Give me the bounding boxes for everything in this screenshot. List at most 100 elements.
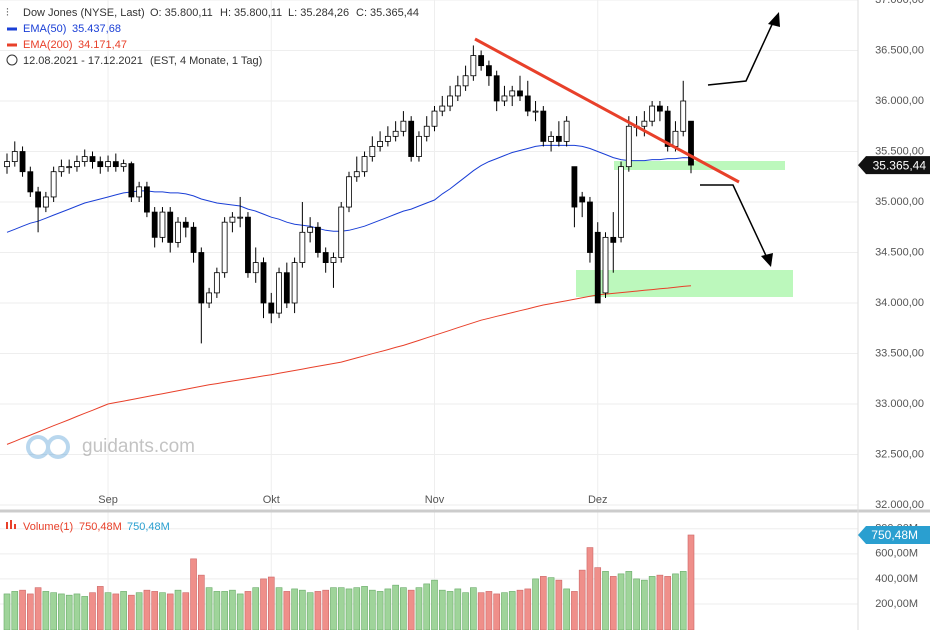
arrow-down — [700, 184, 769, 261]
volume-bar — [275, 587, 283, 630]
volume-bar — [532, 578, 539, 630]
volume-bar — [229, 589, 236, 630]
candle-body — [167, 211, 174, 243]
candle-body — [4, 161, 10, 168]
watermark: guidants.com — [26, 435, 195, 459]
candle-body — [159, 211, 166, 238]
candle-body — [400, 120, 407, 132]
ohlc-label: O: 35.800,11 — [150, 7, 213, 19]
candle-body — [361, 156, 368, 173]
candle-body — [680, 100, 687, 132]
volume-bar — [213, 591, 221, 630]
candle-body — [198, 252, 205, 304]
volume-bar — [205, 587, 213, 630]
volume-bar — [586, 547, 594, 630]
volume-bar — [267, 576, 275, 630]
plot — [3, 45, 695, 630]
candle-body — [610, 236, 617, 243]
candle-body — [206, 292, 212, 304]
candle-body — [182, 221, 189, 228]
candle-body — [221, 221, 228, 274]
candle-body — [657, 105, 663, 112]
volume-bar — [369, 589, 376, 630]
volume-tag — [858, 525, 930, 544]
candle-body — [408, 120, 415, 157]
volume-bar — [641, 579, 648, 630]
candle-body — [454, 85, 461, 97]
volume-bar — [120, 591, 127, 630]
price-tag — [858, 156, 930, 175]
volume-bar — [314, 591, 322, 630]
volume-icon — [14, 524, 16, 529]
legend-label: EMA(50) — [23, 23, 66, 35]
volume-bar — [58, 593, 65, 630]
arrow-up — [707, 17, 776, 86]
candle-body — [532, 110, 539, 113]
volume-bar — [112, 593, 120, 630]
volume-bar — [609, 576, 617, 630]
volume-bar — [508, 591, 516, 630]
x-tick-label: Okt — [263, 494, 280, 506]
volume-bar — [547, 577, 555, 630]
volume-bar — [423, 583, 431, 630]
candle-body — [58, 166, 65, 173]
candle-body — [439, 105, 446, 112]
volume-bar — [50, 592, 57, 630]
candle-body — [462, 75, 469, 87]
candle-body — [346, 176, 352, 208]
candle-body — [330, 257, 337, 263]
volume-bar — [594, 567, 602, 630]
volume-bar — [664, 576, 671, 630]
y-tick-label: 32.000,00 — [875, 499, 924, 511]
volume-bar — [306, 592, 314, 630]
volume-bar — [159, 592, 166, 630]
period-note: (EST, 4 Monate, 1 Tag) — [150, 55, 262, 67]
candle-body — [151, 211, 158, 238]
candle-body — [384, 135, 391, 142]
candle-body — [237, 216, 244, 219]
candle-body — [276, 272, 282, 314]
volume-bar — [283, 591, 291, 630]
candle-body — [27, 171, 34, 193]
legend: EMA(50) 35.437,68 EMA(200) 34.171,47 — [7, 23, 127, 51]
candle-body — [649, 105, 656, 122]
y-tick-label: 200,00M — [875, 598, 918, 610]
x-tick-label: Dez — [588, 494, 608, 506]
volume-bar — [182, 592, 190, 630]
volume-bar — [501, 592, 508, 630]
volume-bar — [190, 558, 197, 630]
volume-bar — [679, 571, 687, 630]
ema-line — [6, 144, 692, 233]
ohlc-label: L: 35.284,26 — [288, 7, 349, 19]
candle-body — [470, 55, 477, 77]
candle-body — [392, 130, 399, 137]
price-tag-label: 35.365,44 — [873, 158, 927, 172]
y-tick-label: 400,00M — [875, 573, 918, 585]
x-tick-label: Sep — [98, 494, 118, 506]
candle-body — [50, 171, 57, 198]
candle-body — [252, 262, 259, 274]
volume-bar — [19, 589, 26, 630]
candle-body — [548, 135, 554, 142]
candle-body — [688, 120, 694, 166]
y-tick-label: 600,00M — [875, 548, 918, 560]
arrow-up-head — [768, 12, 780, 27]
candle-body — [175, 221, 181, 243]
y-tick-label: 35.000,00 — [875, 196, 924, 208]
volume-bar — [236, 593, 244, 630]
candle-body — [144, 186, 150, 213]
y-tick-label: 36.500,00 — [875, 44, 924, 56]
candle-body — [97, 161, 104, 168]
candle-body — [625, 125, 632, 168]
candle-body — [377, 140, 383, 147]
ohlc-label: H: 35.800,11 — [220, 7, 282, 19]
candle-body — [35, 191, 41, 208]
candle-body — [11, 151, 18, 162]
volume-value: 750,48M — [127, 521, 170, 533]
volume-bar — [470, 587, 477, 630]
y-tick-label: 34.000,00 — [875, 297, 924, 309]
header-icon: ⫶ — [6, 7, 9, 19]
candle-body — [112, 161, 119, 168]
candle-body — [579, 196, 586, 203]
